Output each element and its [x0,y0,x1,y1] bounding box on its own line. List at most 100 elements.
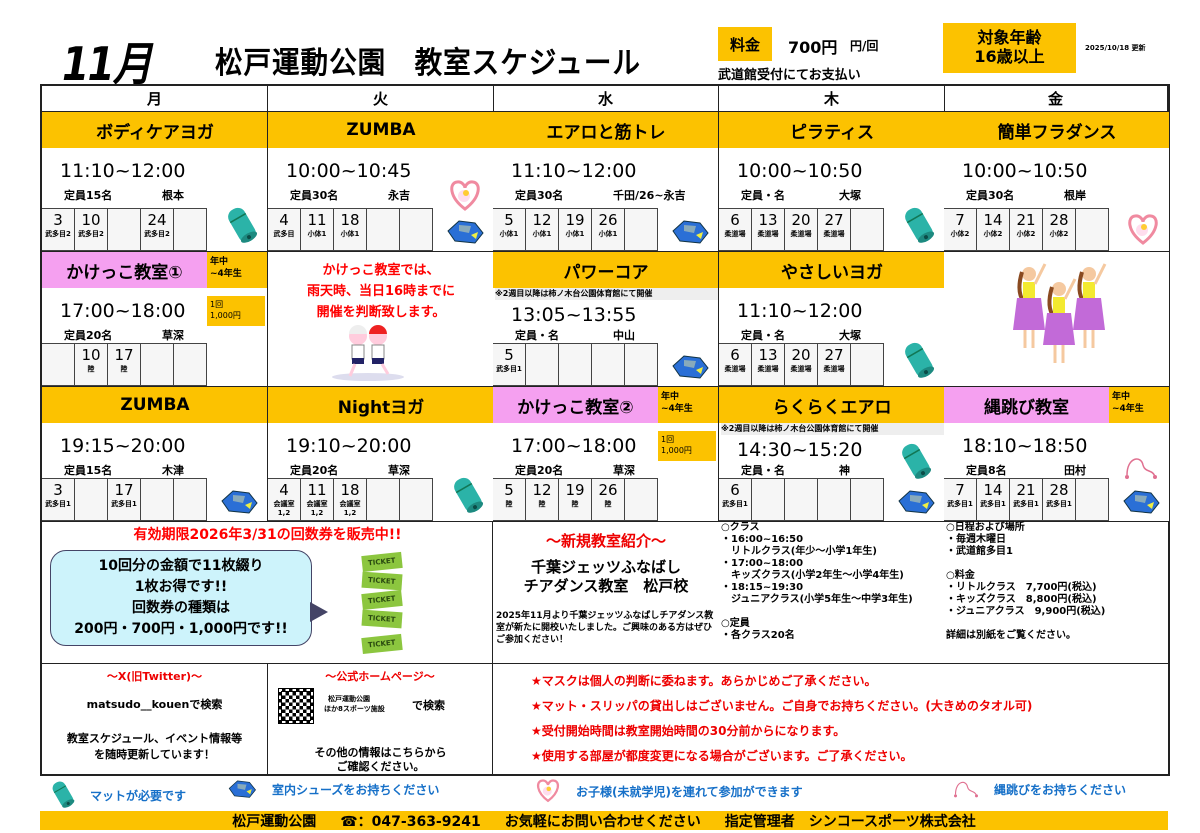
class-cell: 簡単フラダンス 10:00~10:50 定員30名 根岸 7 小体2 14 小体2 21 小体2 2… [944,112,1170,252]
session-dates: 4 武多目 11 小体1 18 小体1 [268,208,433,251]
room-label: 武多目1 [496,365,522,373]
class-time: 13:05~13:55 [511,304,637,326]
target-age-label: 年中 ~4年生 [207,252,267,288]
venue-note: ※2週目以降は柿ノ木台公園体育館にて開催 [495,288,718,300]
date-box [785,478,818,521]
session-dates: 7 小体2 14 小体2 21 小体2 28 小体2 [944,208,1109,251]
room-label: 陸 [538,500,546,508]
fee-note: 武道館受付にてお支払い [718,68,861,83]
legend-text: 縄跳びをお持ちください [994,783,1127,797]
date-box [367,208,400,251]
class-time: 19:10~20:00 [286,435,412,457]
date-box: 4 会議室1,2 [268,478,301,521]
date-box: 26 小体1 [592,208,625,251]
twitter-desc2: を随時更新しています！ [94,748,215,761]
date-box: 10 武多目2 [75,208,108,251]
ticket-line: 200円・700円・1,000円です!! [74,621,288,637]
day-header-0: 月 [42,86,268,112]
capacity: 定員15名 [64,464,113,477]
room-label: 武多目1 [722,500,748,508]
room-label: 小体1 [598,230,618,238]
detail-line: 詳細は別紙をご覧ください。 [946,630,1076,641]
shoes-icon [227,778,257,801]
date-box: 13 柔道場 [752,343,785,386]
target-age-label: 年中 ~4年生 [1109,387,1169,423]
date-box: 7 武多目1 [944,478,977,521]
capacity: 定員20名 [290,464,339,477]
session-dates: 3 武多目2 10 武多目2 24 武多目2 [42,208,207,251]
date-number: 3 [53,211,63,229]
class-cell: やさしいヨガ 11:10~12:00 定員・名 大塚 6 柔道場 13 柔道場 20 柔道場 27 柔… [719,252,945,387]
room-label: 柔道場 [790,230,812,238]
instructor: 大塚 [839,189,861,202]
class-time: 10:00~10:50 [962,160,1088,182]
detail-line: ○日程および場所 [946,522,1025,533]
date-box [818,478,851,521]
qr-code[interactable] [278,688,314,724]
capacity: 定員20名 [515,464,564,477]
capacity: 定員・名 [515,329,559,342]
date-number: 4 [279,481,289,499]
room-label: 柔道場 [724,230,746,238]
class-title: ボディケアヨガ [42,112,267,148]
date-number: 21 [1016,481,1036,499]
fee-label: 料金 [718,27,772,61]
room-label: 会議室1,2 [339,500,361,517]
capacity: 定員15名 [64,189,113,202]
legend-text: 室内シューズをお持ちください [272,783,440,797]
date-box: 18 小体1 [334,208,367,251]
ticket-line: 1枚お得です!! [134,579,228,595]
page-title: 松戸運動公園 教室スケジュール [215,46,641,81]
room-label: 陸 [604,500,612,508]
notice-line: ★受付開始時間は教室開始時間の30分前からになります。 [531,724,846,738]
instructor: 木津 [162,464,184,477]
legend-text: お子様(未就学児)を連れて参加ができます [576,785,803,799]
room-label: 小体2 [1049,230,1069,238]
detail-line: ・キッズクラス 8,800円(税込) [946,594,1097,605]
date-box: 19 陸 [559,478,592,521]
date-box: 11 会議室1,2 [301,478,334,521]
class-title: 簡単フラダンス [944,112,1169,148]
room-label: 陸 [505,500,513,508]
date-box [174,208,207,251]
new-class-details-right: ○日程および場所 ・毎週木曜日 ・武道館多目1 ○料金 ・リトルクラス 7,700円(税… [946,522,1105,642]
class-cell: パワーコア ※2週目以降は柿ノ木台公園体育館にて開催 13:05~13:55 定員・名… [493,252,719,387]
detail-line [946,558,1105,570]
class-time: 19:15~20:00 [60,435,186,457]
venue-note: ※2週目以降は柿ノ木台公園体育館にて開催 [721,423,944,435]
class-cell: Nightヨガ 19:10~20:00 定員20名 草深 4 会議室1,2 11 会議室1,2… [268,387,494,522]
day-header-1: 火 [268,86,494,112]
legend-item: 縄跳びをお持ちください [948,774,1126,805]
detail-line: ジュニアクラス(小学5年生～中学3年生) [721,594,913,605]
date-box: 21 小体2 [1010,208,1043,251]
notice-line: ★マット・スリッパの貸出しはございません。ご自身でお持ちください。(大きめのタオ… [531,699,1033,713]
instructor: 草深 [613,464,635,477]
date-box [174,343,207,386]
rain-notice: かけっこ教室では、 雨天時、当日16時までに 開催を判断致します。 [306,263,456,320]
class-cell: エアロと筋トレ 11:10~12:00 定員30名 千田/26~永吉 5 小体1 12 小体1… [493,112,719,252]
room-label: 武多目1 [1046,500,1072,508]
rope-icon [953,778,980,801]
capacity: 定員20名 [64,329,113,342]
class-time: 14:30~15:20 [737,439,863,461]
date-box [526,343,559,386]
date-box [625,478,658,521]
requirement-icons [896,441,936,519]
date-box [174,478,207,521]
date-box [592,343,625,386]
date-number: 28 [1049,481,1069,499]
date-number: 24 [147,211,167,229]
detail-line: ・毎週木曜日 [946,534,1006,545]
class-cell: かけっこ教室② 年中 ~4年生 1回 1,000円 17:00~18:00 定員20名 草… [493,387,719,522]
class-time: 11:10~12:00 [60,160,186,182]
requirement-icons [1121,453,1161,519]
date-number: 28 [1049,211,1069,229]
day-header-3: 木 [719,86,945,112]
date-number: 10 [81,211,101,229]
detail-line: ・ジュニアクラス 9,900円(税込) [946,606,1106,617]
date-box: 12 陸 [526,478,559,521]
date-box: 24 武多目2 [141,208,174,251]
room-label: 小体1 [532,230,552,238]
class-time: 17:00~18:00 [60,300,186,322]
date-number: 17 [114,481,134,499]
